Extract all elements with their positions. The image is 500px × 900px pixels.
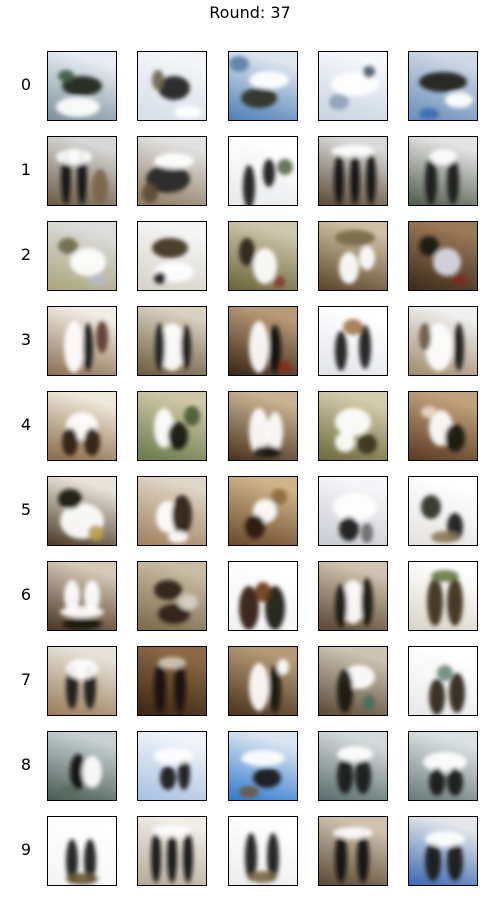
sample-image-9-3 [318, 816, 388, 886]
row-label-4: 4 [20, 415, 32, 434]
sample-image-4-3 [318, 391, 388, 461]
sample-image-1-3 [318, 136, 388, 206]
sample-image-2-2 [228, 221, 298, 291]
row-label-9: 9 [20, 840, 32, 859]
sample-image-3-4 [408, 306, 478, 376]
sample-image-6-3 [318, 561, 388, 631]
sample-image-7-0 [47, 646, 117, 716]
row-label-3: 3 [20, 330, 32, 349]
sample-image-6-0 [47, 561, 117, 631]
sample-image-9-4 [408, 816, 478, 886]
row-label-8: 8 [20, 755, 32, 774]
sample-image-5-4 [408, 476, 478, 546]
sample-image-2-3 [318, 221, 388, 291]
sample-image-6-2 [228, 561, 298, 631]
sample-image-8-3 [318, 731, 388, 801]
sample-image-9-2 [228, 816, 298, 886]
sample-image-1-4 [408, 136, 478, 206]
sample-image-7-1 [137, 646, 207, 716]
sample-image-3-0 [47, 306, 117, 376]
sample-image-0-0 [47, 51, 117, 121]
sample-image-8-4 [408, 731, 478, 801]
row-label-0: 0 [20, 75, 32, 94]
sample-image-4-4 [408, 391, 478, 461]
figure-title: Round: 37 [209, 3, 291, 22]
sample-image-8-2 [228, 731, 298, 801]
sample-image-4-2 [228, 391, 298, 461]
row-label-6: 6 [20, 585, 32, 604]
sample-image-1-1 [137, 136, 207, 206]
sample-image-3-1 [137, 306, 207, 376]
sample-image-3-3 [318, 306, 388, 376]
sample-image-5-2 [228, 476, 298, 546]
sample-image-1-2 [228, 136, 298, 206]
sample-image-6-4 [408, 561, 478, 631]
sample-image-0-4 [408, 51, 478, 121]
row-label-2: 2 [20, 245, 32, 264]
sample-image-5-3 [318, 476, 388, 546]
sample-image-5-0 [47, 476, 117, 546]
sample-image-2-1 [137, 221, 207, 291]
sample-image-0-2 [228, 51, 298, 121]
sample-image-9-0 [47, 816, 117, 886]
sample-image-6-1 [137, 561, 207, 631]
sample-image-7-2 [228, 646, 298, 716]
sample-image-3-2 [228, 306, 298, 376]
sample-image-0-3 [318, 51, 388, 121]
sample-image-2-4 [408, 221, 478, 291]
sample-image-8-1 [137, 731, 207, 801]
sample-image-1-0 [47, 136, 117, 206]
row-label-7: 7 [20, 670, 32, 689]
row-label-5: 5 [20, 500, 32, 519]
sample-image-2-0 [47, 221, 117, 291]
sample-image-4-1 [137, 391, 207, 461]
sample-image-0-1 [137, 51, 207, 121]
sample-image-8-0 [47, 731, 117, 801]
row-label-1: 1 [20, 160, 32, 179]
sample-image-7-3 [318, 646, 388, 716]
sample-image-4-0 [47, 391, 117, 461]
sample-image-7-4 [408, 646, 478, 716]
sample-image-9-1 [137, 816, 207, 886]
sample-image-5-1 [137, 476, 207, 546]
